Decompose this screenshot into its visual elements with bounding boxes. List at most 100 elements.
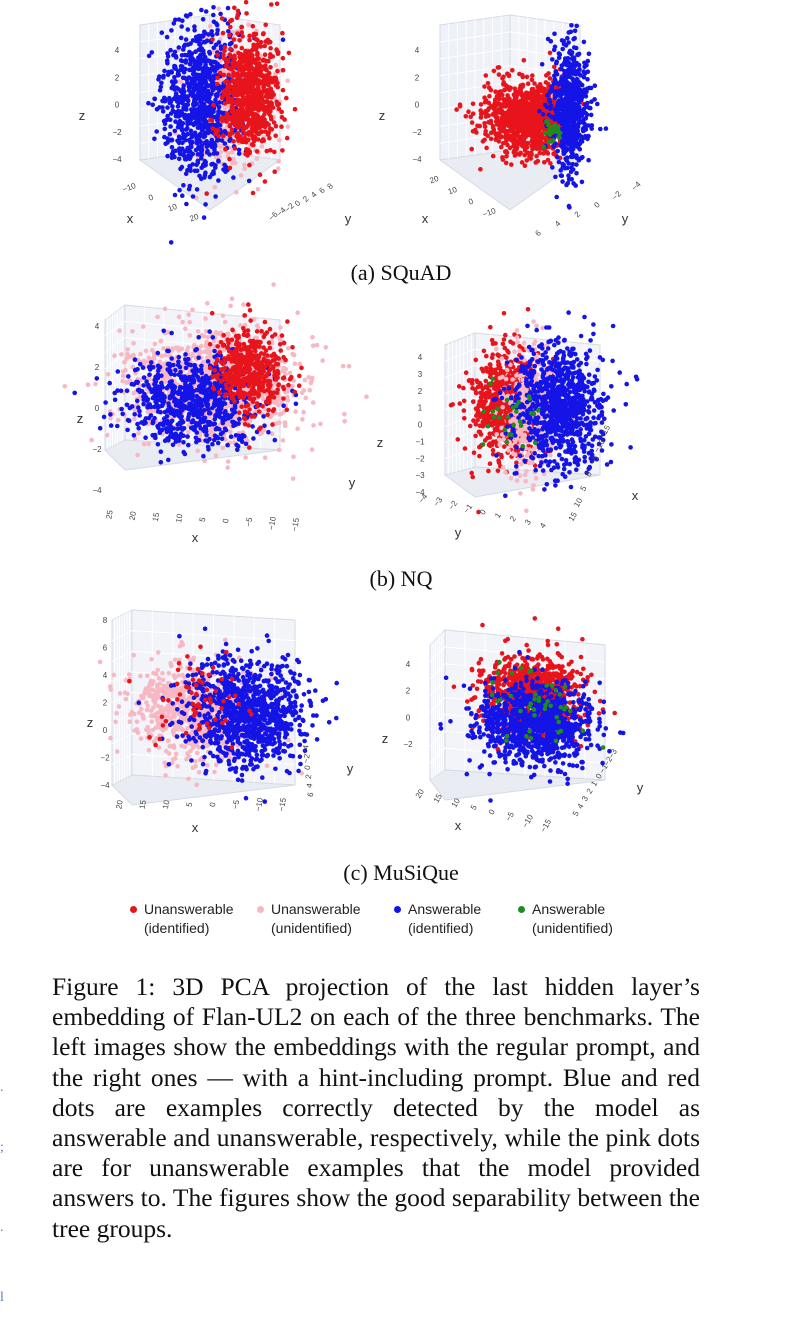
tick-label: −2	[112, 128, 122, 137]
tick-label: 4	[415, 46, 420, 55]
scatter-points	[146, 0, 298, 245]
tick-label: 2	[418, 387, 423, 396]
tick-label: 0	[594, 772, 604, 781]
tick-label: 0	[221, 517, 231, 523]
tick-label: 20	[428, 174, 440, 186]
scatter-points	[97, 626, 340, 804]
tick-label: 0	[115, 101, 120, 110]
x-axis-title: x	[422, 211, 429, 226]
musique-regular-plot: 8 6 4 2 0 −2 −4 20 15 10 5 0 −5 −10 −15 −4 −2 0 2 4 6 z x y	[70, 605, 370, 845]
tick-label: −15	[290, 517, 301, 532]
tick-label: 2	[301, 194, 311, 204]
tick-label: 2	[95, 363, 100, 372]
tick-label: 20	[114, 799, 125, 810]
margin-mark: .	[0, 1080, 4, 1095]
tick-label: 2	[585, 787, 595, 796]
tick-label: −4	[300, 744, 311, 755]
tick-label: 2	[406, 687, 411, 696]
tick-label: 2	[103, 699, 108, 708]
tick-label: −2	[412, 128, 422, 137]
tick-label: 20	[128, 510, 139, 521]
x-axis-title: x	[455, 818, 462, 833]
scatter-points	[454, 23, 609, 210]
squad-regular-plot: 4 2 0 −2 −4 −10 0 10 20 −6 −4 −2 0 2 4 6 8 z x y	[70, 0, 370, 245]
scatter-points	[62, 282, 369, 481]
tick-label: 0	[208, 801, 218, 807]
tick-label: 0	[303, 764, 313, 770]
tick-label: −10	[254, 797, 265, 812]
tick-label: 10	[447, 185, 459, 197]
blue-points	[491, 310, 640, 499]
tick-label: 3	[523, 517, 533, 526]
margin-mark: l	[0, 1290, 4, 1305]
x-axis-title: x	[127, 211, 134, 226]
tick-label: −5	[231, 799, 242, 810]
tick-label: 20	[188, 212, 200, 224]
tick-label: 3	[418, 370, 423, 379]
blue-points	[72, 328, 299, 465]
tick-label: 15	[567, 510, 580, 523]
tick-label: −2	[610, 189, 623, 202]
nq-regular-plot: 4 2 0 −2 −4 25 20 15 10 5 0 −5 −10 −15 z x y	[62, 282, 370, 550]
red-points	[207, 302, 304, 450]
blue-points	[537, 23, 609, 210]
z-axis-title: z	[87, 715, 94, 730]
tick-label: 1	[493, 511, 503, 520]
tick-label: 3	[580, 794, 590, 803]
tick-label: 4	[309, 190, 319, 200]
scatter-points	[438, 616, 626, 803]
tick-label: 2	[508, 514, 518, 523]
subcaption-nq: (b) NQ	[369, 566, 433, 591]
tick-label: 0	[467, 196, 475, 206]
tick-label: 0	[592, 200, 602, 210]
tick-label: −4	[412, 155, 422, 164]
tick-label: −2	[100, 754, 110, 763]
y-axis-title: y	[349, 475, 356, 490]
tick-label: 4	[553, 219, 563, 229]
tick-label: −1	[415, 437, 425, 446]
tick-label: 10	[174, 513, 185, 524]
tick-label: 6	[103, 644, 108, 653]
tick-label: 5	[469, 803, 479, 812]
z-axis-title: z	[382, 731, 389, 746]
green-points	[480, 376, 541, 449]
tick-label: −10	[267, 515, 278, 530]
tick-label: 2	[115, 73, 120, 82]
x-tick-labels: 20 15 10 5 0 −5 −10 −15	[114, 797, 288, 812]
x-tick-labels: 25 20 15 10 5 0 −5 −10 −15	[104, 509, 301, 532]
tick-label: −2	[415, 454, 425, 463]
tick-label: 1	[589, 779, 599, 788]
x-axis-title: x	[632, 488, 639, 503]
tick-label: 10	[161, 799, 172, 810]
tick-label: −4	[100, 781, 110, 790]
tick-label: −15	[539, 817, 554, 834]
red-points	[204, 0, 298, 196]
subcaption-musique: (c) MuSiQue	[343, 860, 459, 885]
tick-label: 0	[406, 713, 411, 722]
tick-label: 4	[575, 802, 585, 811]
tick-label: 2	[573, 209, 583, 219]
figure-caption: Figure 1: 3D PCA projection of the last …	[52, 972, 700, 1243]
tick-label: 0	[418, 421, 423, 430]
tick-label: 8	[103, 616, 108, 625]
scatter-points	[448, 307, 640, 515]
nq-hint-plot: 4 3 2 1 0 −1 −2 −3 −4 −15 −10 −5 0 5 10 15 −4 −3 −2 −1 0 1 2 3 4…	[370, 305, 670, 550]
tick-label: −4	[92, 486, 102, 495]
y-axis-title: y	[637, 780, 644, 795]
tick-label: 4	[95, 322, 100, 331]
tick-label: 4	[305, 782, 315, 788]
legend: Unanswerable (identified) Unanswerable (un…	[0, 900, 802, 950]
tick-label: 0	[415, 101, 420, 110]
y-axis-title: y	[347, 761, 354, 776]
tick-label: 0	[95, 404, 100, 413]
tick-label: 6	[306, 791, 316, 797]
y-axis-title: y	[345, 211, 352, 226]
red-points	[127, 644, 254, 750]
margin-mark: .	[0, 1220, 4, 1235]
z-axis-title: z	[377, 435, 384, 450]
tick-label: −10	[121, 181, 137, 194]
z-axis-title: z	[79, 108, 86, 123]
y-axis-title: y	[455, 525, 462, 540]
y-axis-title: y	[622, 211, 629, 226]
